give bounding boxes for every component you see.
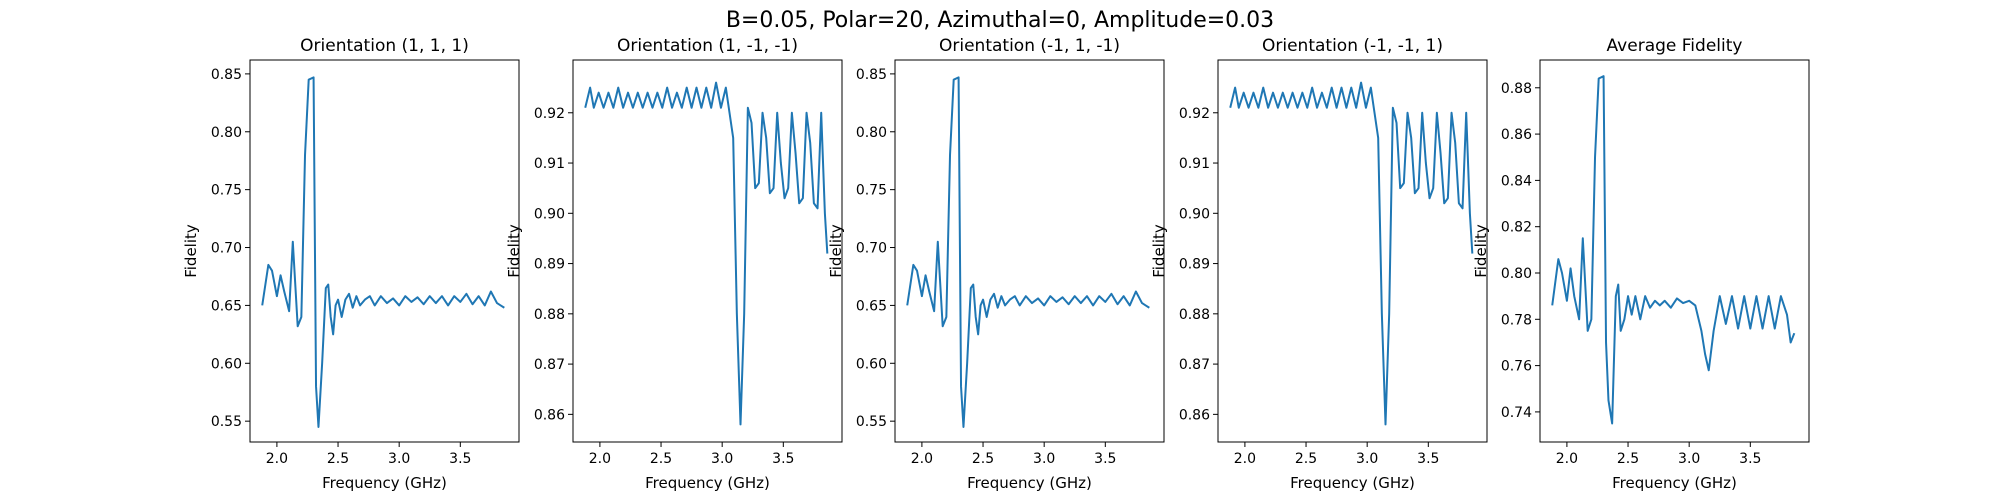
- y-axis-label: Fidelity: [827, 224, 845, 278]
- y-tick-label: 0.70: [856, 241, 887, 257]
- x-tick-label: 3.5: [772, 451, 794, 467]
- y-tick-label: 0.86: [1179, 407, 1210, 423]
- x-tick-label: 2.5: [1617, 451, 1639, 467]
- x-tick-label: 3.0: [1356, 451, 1378, 467]
- series-line-4-1: [1229, 81, 1474, 426]
- y-tick-label: 0.90: [534, 206, 565, 222]
- y-tick-label: 0.85: [856, 67, 887, 83]
- y-tick-label: 0.65: [211, 298, 242, 314]
- subplot-title: Orientation (-1, 1, -1): [939, 36, 1120, 56]
- x-axis-label: Frequency (GHz): [1290, 474, 1415, 492]
- y-axis-label: Fidelity: [1150, 224, 1168, 278]
- y-tick-label: 0.65: [856, 298, 887, 314]
- series-line-5-1: [1551, 75, 1796, 425]
- subplot-1: 2.0 2.5 3.0 3.5 0.55 0.60 0.65 0.70 0.75 0.80 0.85…: [182, 36, 520, 492]
- y-tick-label: 0.88: [534, 307, 565, 323]
- x-tick-label: 2.0: [266, 451, 288, 467]
- subplot-title: Orientation (-1, -1, 1): [1262, 36, 1443, 56]
- x-tick-label: 2.5: [327, 451, 349, 467]
- axes-frame: [572, 59, 843, 443]
- y-tick-label: 0.60: [211, 356, 242, 372]
- y-tick-label: 0.80: [1501, 266, 1532, 282]
- y-tick-label: 0.87: [1179, 357, 1210, 373]
- y-tick-label: 0.80: [856, 125, 887, 141]
- y-tick-label: 0.88: [1179, 307, 1210, 323]
- series-line-2-1: [584, 81, 829, 426]
- x-tick-label: 2.5: [1295, 451, 1317, 467]
- series-line-1-1: [261, 76, 505, 428]
- x-tick-label: 3.0: [388, 451, 410, 467]
- x-tick-label: 3.5: [1417, 451, 1439, 467]
- x-tick-label: 3.5: [1739, 451, 1761, 467]
- y-tick-label: 0.76: [1501, 359, 1532, 375]
- x-tick-label: 2.5: [972, 451, 994, 467]
- subplot-5: 2.0 2.5 3.0 3.5 0.74 0.76 0.78 0.80 0.82 0.84 0.86…: [1472, 36, 1810, 492]
- y-tick-label: 0.75: [211, 183, 242, 199]
- y-axis-label: Fidelity: [505, 224, 523, 278]
- axes-frame: [1217, 59, 1488, 443]
- series-line-3-1: [906, 76, 1150, 428]
- x-axis-label: Frequency (GHz): [322, 474, 447, 492]
- x-axis-label: Frequency (GHz): [967, 474, 1092, 492]
- x-tick-label: 2.5: [650, 451, 672, 467]
- y-tick-label: 0.86: [534, 407, 565, 423]
- x-axis-label: Frequency (GHz): [645, 474, 770, 492]
- y-tick-label: 0.84: [1501, 173, 1532, 189]
- y-tick-label: 0.70: [211, 241, 242, 257]
- x-tick-label: 2.0: [1556, 451, 1578, 467]
- y-tick-label: 0.88: [1501, 81, 1532, 97]
- x-tick-label: 2.0: [1234, 451, 1256, 467]
- y-axis-label: Fidelity: [1472, 224, 1490, 278]
- subplot-title: Average Fidelity: [1607, 36, 1743, 56]
- y-tick-label: 0.91: [534, 156, 565, 172]
- subplot-2: 2.0 2.5 3.0 3.5 0.86 0.87 0.88 0.89 0.90 0.91 0.92…: [505, 36, 843, 492]
- x-tick-label: 3.0: [1033, 451, 1055, 467]
- subplot-title: Orientation (1, -1, -1): [617, 36, 798, 56]
- subplot-3: 2.0 2.5 3.0 3.5 0.55 0.60 0.65 0.70 0.75 0.80 0.85…: [827, 36, 1165, 492]
- y-tick-label: 0.89: [534, 257, 565, 273]
- y-tick-label: 0.78: [1501, 312, 1532, 328]
- y-tick-label: 0.85: [211, 67, 242, 83]
- x-tick-label: 3.0: [711, 451, 733, 467]
- y-tick-label: 0.91: [1179, 156, 1210, 172]
- axes-frame: [249, 59, 520, 443]
- figure-suptitle: B=0.05, Polar=20, Azimuthal=0, Amplitude…: [726, 8, 1274, 33]
- x-tick-label: 3.5: [1094, 451, 1116, 467]
- y-tick-label: 0.90: [1179, 206, 1210, 222]
- y-tick-label: 0.92: [534, 106, 565, 122]
- y-tick-label: 0.74: [1501, 405, 1532, 421]
- y-axis-label: Fidelity: [182, 224, 200, 278]
- y-tick-label: 0.86: [1501, 127, 1532, 143]
- y-tick-label: 0.75: [856, 183, 887, 199]
- subplot-4: 2.0 2.5 3.0 3.5 0.86 0.87 0.88 0.89 0.90 0.91 0.92…: [1150, 36, 1488, 492]
- subplot-title: Orientation (1, 1, 1): [300, 36, 469, 56]
- axes-frame: [1539, 59, 1810, 443]
- x-axis-label: Frequency (GHz): [1612, 474, 1737, 492]
- y-tick-label: 0.60: [856, 356, 887, 372]
- axes-frame: [894, 59, 1165, 443]
- y-tick-label: 0.55: [856, 414, 887, 430]
- y-tick-label: 0.82: [1501, 220, 1532, 236]
- y-tick-label: 0.80: [211, 125, 242, 141]
- y-tick-label: 0.87: [534, 357, 565, 373]
- x-tick-label: 2.0: [911, 451, 933, 467]
- y-tick-label: 0.55: [211, 414, 242, 430]
- y-tick-label: 0.92: [1179, 106, 1210, 122]
- y-tick-label: 0.89: [1179, 257, 1210, 273]
- x-tick-label: 2.0: [589, 451, 611, 467]
- x-tick-label: 3.0: [1678, 451, 1700, 467]
- x-tick-label: 3.5: [449, 451, 471, 467]
